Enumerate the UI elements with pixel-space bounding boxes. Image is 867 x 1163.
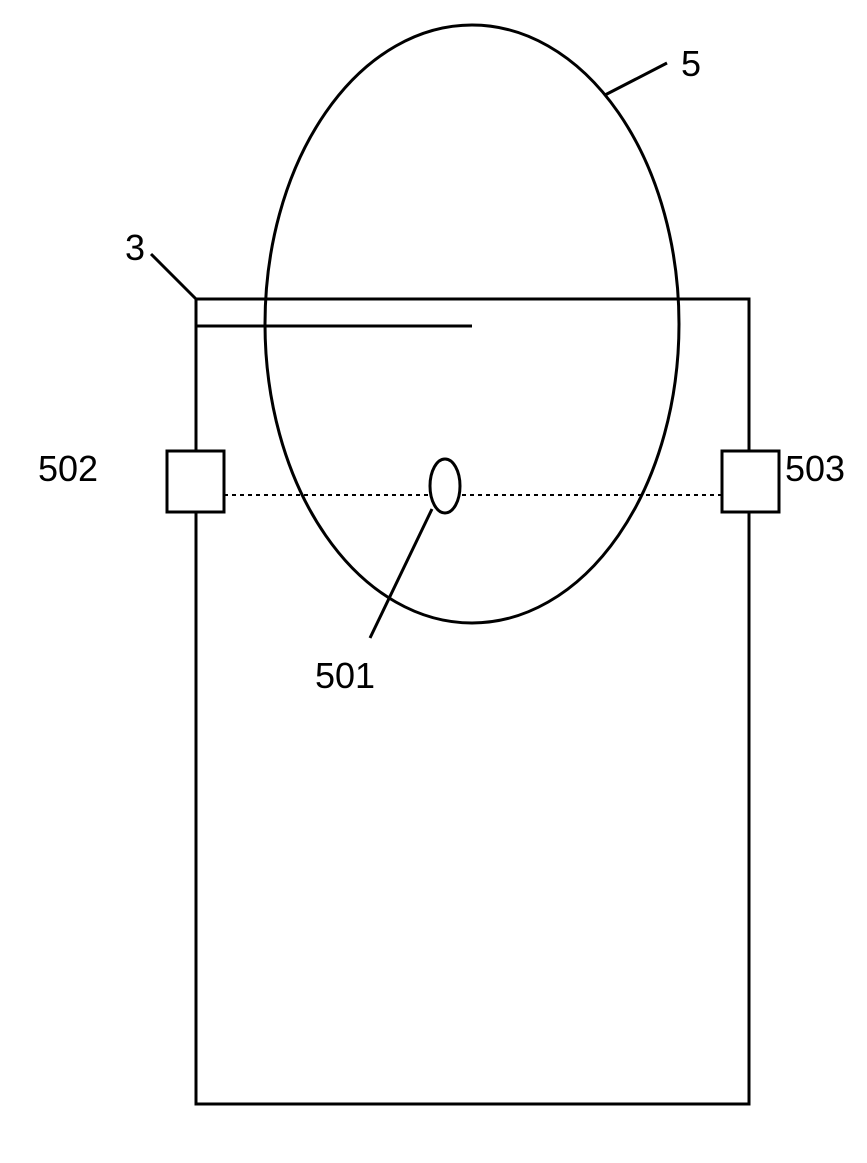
right-box [722, 451, 779, 512]
inner-ellipse [430, 459, 460, 513]
outer-ellipse [265, 25, 679, 623]
leader-5 [605, 63, 667, 95]
label-503: 503 [785, 448, 845, 490]
left-box [167, 451, 224, 512]
diagram-svg [0, 0, 867, 1158]
label-502: 502 [38, 448, 98, 490]
label-5: 5 [681, 43, 701, 85]
diagram-container: 5 3 502 503 501 [0, 0, 867, 1158]
leader-501 [370, 509, 432, 638]
main-rectangle [196, 299, 749, 1104]
leader-3 [151, 254, 197, 300]
label-501: 501 [315, 655, 375, 697]
label-3: 3 [125, 227, 145, 269]
